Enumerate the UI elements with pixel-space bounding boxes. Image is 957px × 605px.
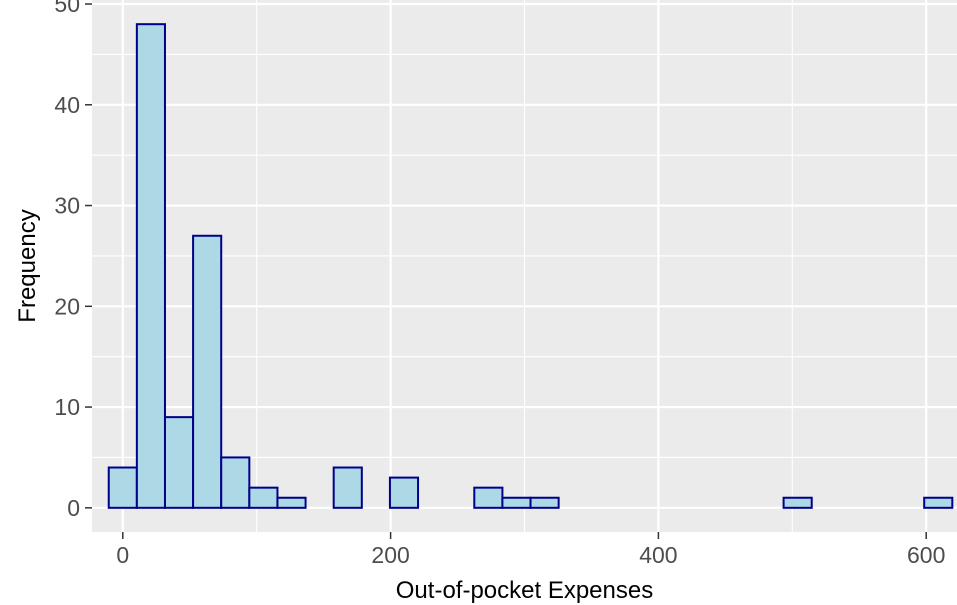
x-axis-title: Out-of-pocket Expenses [396,577,653,604]
histogram-bar [163,416,195,509]
x-tick-label: 0 [116,542,129,568]
y-tick-label: 20 [54,293,80,319]
histogram-bar [529,496,560,509]
y-tick-label: 40 [54,92,80,118]
histogram-bar [332,466,363,509]
y-tick-label: 30 [54,193,80,219]
histogram-bar [107,466,138,509]
histogram-bar [135,23,166,509]
axis-ticks: 0 200 400 600 0 10 20 30 40 50 [54,0,945,568]
gridlines [92,0,957,532]
histogram-bar [248,486,279,509]
histogram-bar [923,496,954,509]
y-tick-label: 0 [67,495,80,521]
y-tick-label: 10 [54,394,80,420]
histogram-bar [276,496,307,509]
histogram-bar [388,476,420,509]
histogram-bar [192,234,223,509]
x-tick-label: 600 [907,542,945,568]
histogram-bar [501,496,532,509]
histogram-bar [473,486,504,509]
histogram-bar [220,456,251,509]
histogram-bar [782,496,813,509]
x-tick-label: 400 [639,542,677,568]
x-tick-label: 200 [371,542,409,568]
y-tick-label: 50 [54,0,80,17]
y-axis-title: Frequency [14,209,41,322]
histogram-bars [107,23,954,509]
